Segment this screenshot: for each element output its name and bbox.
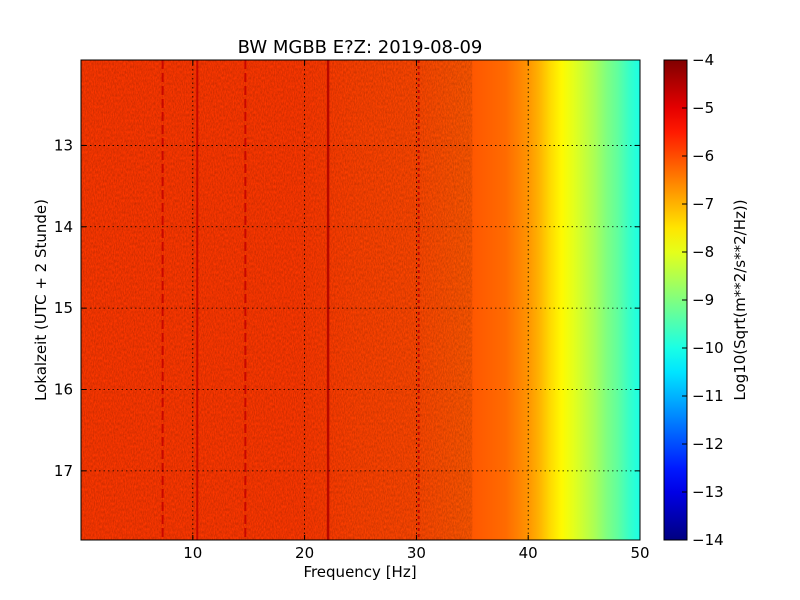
colorbar-tick-label: −11 — [692, 387, 724, 405]
noise-texture — [81, 60, 473, 540]
x-axis-ticks: 10 20 30 40 50 — [183, 60, 650, 562]
x-tick-label: 50 — [630, 544, 649, 562]
colorbar-tick-label: −9 — [692, 291, 714, 309]
y-tick-label: 17 — [54, 462, 73, 480]
spectral-lines — [161, 60, 420, 540]
colorbar-tick-label: −13 — [692, 483, 724, 501]
y-axis-ticks: 13 14 15 16 17 — [54, 136, 640, 480]
colorbar-tick-label: −8 — [692, 243, 714, 261]
chart-title: BW MGBB E?Z: 2019-08-09 — [238, 37, 483, 58]
x-tick-label: 30 — [407, 544, 426, 562]
x-tick-label: 40 — [519, 544, 538, 562]
plot-area: 10 20 30 40 50 13 14 15 16 17 — [54, 59, 650, 562]
colorbar-tick-label: −4 — [692, 51, 714, 69]
colorbar-ticks: −4 −5 −6 −7 −8 −9 −10 −11 −12 −13 −14 — [682, 51, 724, 549]
colorbar-tick-label: −14 — [692, 531, 724, 549]
y-axis-label: Lokalzeit (UTC + 2 Stunde) — [32, 199, 50, 401]
plot-frame — [80, 59, 641, 541]
colorbar-label: Log10(Sqrt(m**2/s**2/Hz)) — [731, 199, 749, 400]
colorbar-tick-label: −7 — [692, 195, 714, 213]
x-axis-label: Frequency [Hz] — [303, 563, 416, 581]
y-tick-label: 13 — [54, 136, 73, 154]
colorbar-tick-label: −5 — [692, 99, 714, 117]
y-tick-label: 15 — [54, 299, 73, 317]
y-tick-label: 16 — [54, 380, 73, 398]
x-tick-label: 10 — [183, 544, 202, 562]
x-tick-label: 20 — [295, 544, 314, 562]
colorbar-tick-label: −12 — [692, 435, 724, 453]
grid-lines — [81, 60, 640, 540]
colorbar-tick-label: −10 — [692, 339, 724, 357]
colorbar-tick-label: −6 — [692, 147, 714, 165]
colorbar: −4 −5 −6 −7 −8 −9 −10 −11 −12 −13 −14 — [663, 51, 724, 549]
y-tick-label: 14 — [54, 218, 73, 236]
